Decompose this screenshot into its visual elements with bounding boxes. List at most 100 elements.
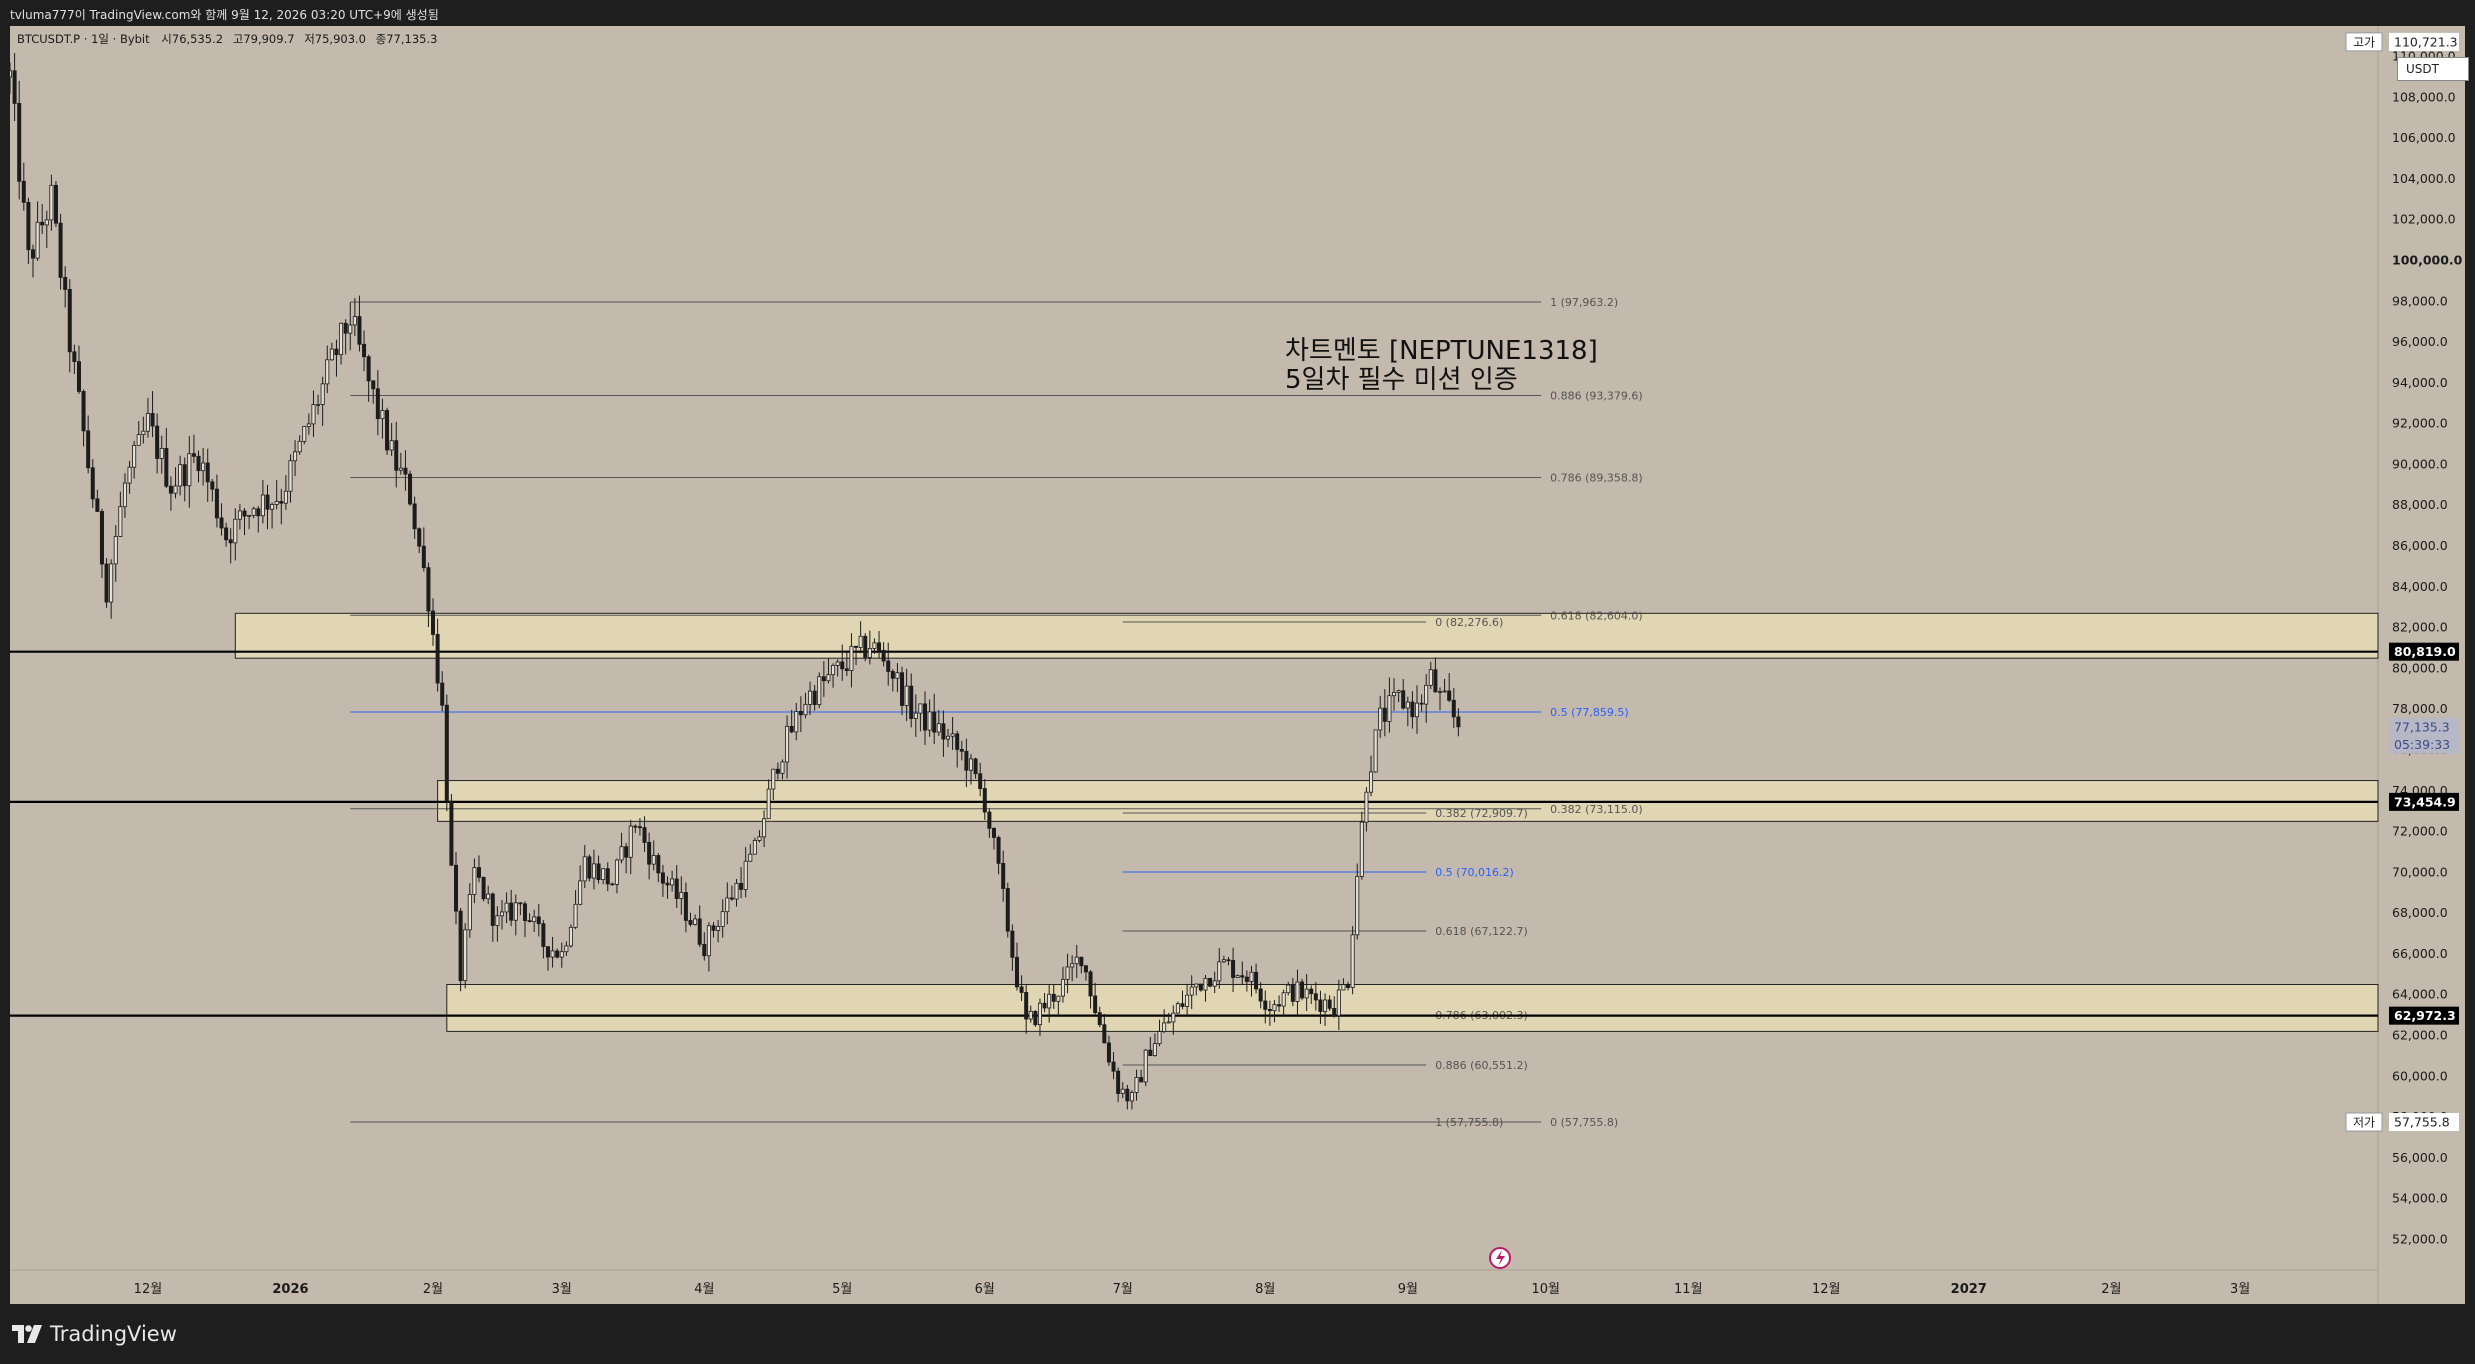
candle-body-186 [858,635,863,648]
candle-body-221 [1019,986,1024,993]
candle-body-273 [1258,988,1263,1002]
candle-body-227 [1047,993,1052,1009]
candle-body-314 [1447,690,1452,701]
candle-body-282 [1300,981,1305,999]
candle-body-316 [1456,716,1461,728]
candle-body-17 [81,391,86,432]
candle-body-305 [1405,701,1410,709]
candlestick-chart[interactable]: 1 (97,963.2) 0.886 (93,379.6) 0.786 (89,35… [7,26,2465,1304]
candle-body-291 [1341,984,1346,991]
candle-body-279 [1286,984,1291,994]
candle-body-130 [601,868,606,881]
candle-body-29 [136,434,141,446]
candle-body-6 [30,249,35,259]
candle-body-147 [679,892,684,899]
candle-body-224 [1033,1010,1038,1026]
candle-body-284 [1309,988,1314,995]
level-tag-top: 80,819.0 [2394,644,2456,659]
candle-body-289 [1332,1007,1337,1017]
price-axis[interactable]: 52,000.054,000.056,000.058,000.060,000.0… [2392,49,2463,1247]
fib-1-level-label-5: 0.5 (77,859.5) [1550,706,1629,719]
price-tick-label-15: 80,000.0 [2392,660,2448,675]
fib-1-level-label-3: 0.786 (89,358.8) [1550,472,1643,485]
candle-body-32 [150,412,155,427]
candle-body-154 [711,925,716,931]
candle-body-47 [219,517,224,529]
candle-body-204 [941,723,946,740]
candle-body-35 [164,447,169,487]
fib-2-level-label-2: 0.382 (72,909.7) [1435,807,1528,820]
candle-body-277 [1277,1004,1282,1007]
candle-body-218 [1005,888,1010,932]
candle-body-272 [1254,971,1259,990]
candle-body-313 [1442,690,1447,693]
candle-body-280 [1290,984,1295,1002]
high-tag-label: 고가 [2353,35,2375,49]
plot-background [10,26,2465,1304]
candle-body-117 [541,923,546,948]
legend-high: 고79,909.7 [233,32,295,46]
candle-body-136 [628,825,633,858]
price-tick-label-8: 66,000.0 [2392,946,2448,961]
candle-body-275 [1267,1008,1272,1012]
candle-body-133 [614,859,619,885]
candle-body-293 [1350,934,1355,988]
time-axis[interactable]: 12월 2026 2월 3월 4월 5월 6월 7월 8월 9월 10월 11월 12월 2027 2월 3월 [134,1282,2250,1297]
candle-body-102 [472,867,477,895]
candle-body-85 [394,440,399,471]
candle-body-166 [766,788,771,820]
currency-selector-button[interactable]: USDT [2397,57,2469,81]
candle-body-211 [973,758,978,775]
candle-body-107 [495,915,500,926]
time-tick-label-4: 3월 [552,1282,572,1297]
candle-body-12 [58,222,63,278]
time-tick-label-7: 6월 [975,1282,995,1297]
candle-body-271 [1249,971,1254,982]
candle-body-77 [357,316,362,345]
candle-body-121 [559,951,564,958]
candle-body-68 [316,404,321,406]
candle-body-265 [1221,959,1226,963]
price-tick-label-21: 92,000.0 [2392,416,2448,431]
candle-body-181 [835,661,840,666]
annotation-line-1: 차트멘토 [NEPTUNE1318] [1285,336,1598,366]
candle-body-209 [964,750,969,771]
candle-body-73 [339,322,344,356]
fib-2-level-label-4: 0.618 (67,122.7) [1435,925,1528,938]
candle-body-290 [1336,989,1341,1017]
candle-body-151 [697,918,702,945]
candle-body-264 [1217,961,1222,982]
candle-body-157 [725,897,730,913]
low-value-label: 57,755.8 [2394,1115,2450,1130]
candle-body-118 [545,946,550,958]
candle-body-222 [1024,992,1029,1020]
candle-body-306 [1410,701,1415,718]
candle-body-274 [1263,1000,1268,1010]
candle-body-89 [412,503,417,530]
candle-body-299 [1378,707,1383,731]
candle-body-201 [927,711,932,731]
candle-body-128 [591,863,596,879]
candle-body-20 [95,498,100,512]
fib-1-level-label-2: 0.886 (93,379.6) [1550,390,1643,403]
candle-body-94 [435,634,440,684]
candle-body-248 [1143,1049,1148,1083]
candle-body-310 [1428,669,1433,686]
replay-icon[interactable] [1489,1247,1511,1269]
last-price-box [2389,717,2459,754]
candle-body-98 [454,864,459,912]
legend-close: 종77,135.3 [376,32,438,46]
candle-body-180 [831,664,836,676]
candle-body-70 [325,359,330,385]
candle-body-69 [320,383,325,405]
candle-body-26 [122,482,127,508]
candle-body-190 [877,642,882,651]
candle-body-243 [1120,1088,1125,1094]
candle-body-100 [463,929,468,982]
chart-pane[interactable]: 1 (97,963.2) 0.886 (93,379.6) 0.786 (89,35… [7,26,2469,1304]
candle-body-167 [771,768,776,790]
candle-body-170 [785,725,790,763]
candle-body-266 [1226,959,1231,962]
price-tick-label-22: 94,000.0 [2392,375,2448,390]
candle-body-300 [1382,707,1387,722]
